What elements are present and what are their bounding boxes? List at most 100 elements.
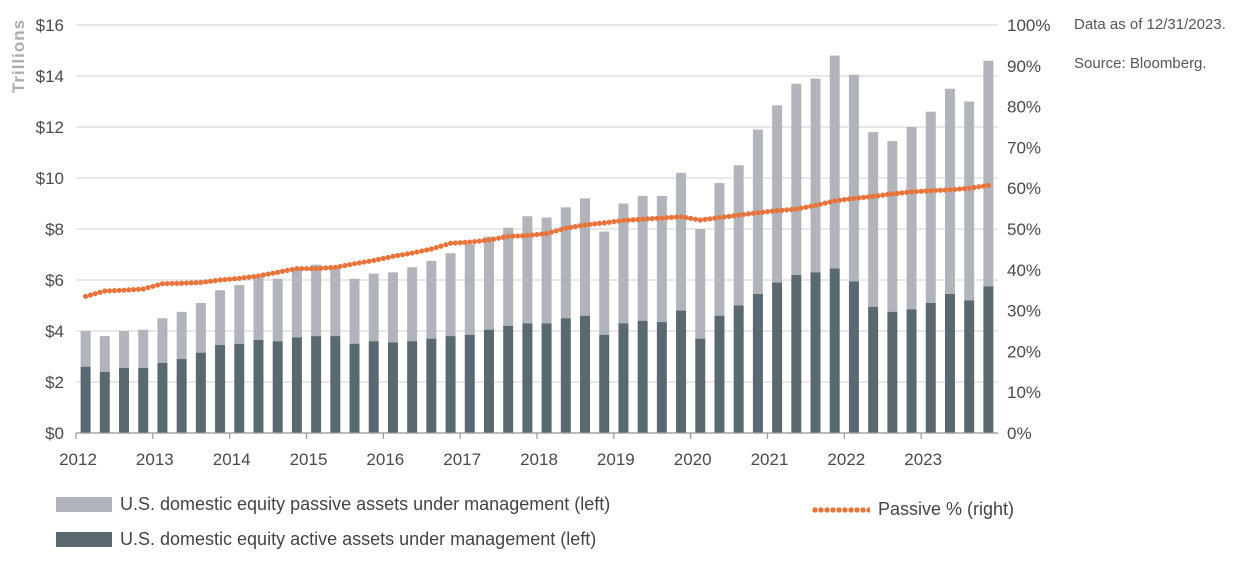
passive-pct-point xyxy=(126,287,132,293)
passive-pct-point xyxy=(318,265,324,271)
gridlines xyxy=(76,24,998,434)
active-bar xyxy=(234,343,245,433)
passive-pct-point xyxy=(289,266,295,273)
passive-pct-point xyxy=(798,205,804,211)
passive-pct-point xyxy=(486,237,492,243)
passive-pct-point xyxy=(913,188,919,195)
passive-pct-point xyxy=(217,277,223,283)
passive-pct-point xyxy=(212,278,218,284)
active-bar xyxy=(215,345,226,433)
passive-pct-point xyxy=(880,192,886,198)
y2-tick-label: 10% xyxy=(1007,383,1041,402)
passive-pct-point xyxy=(385,254,391,260)
y-tick-label: $14 xyxy=(36,67,64,86)
passive-bar xyxy=(349,278,360,344)
passive-pct-point xyxy=(164,280,170,287)
passive-pct-point xyxy=(956,186,963,192)
passive-pct-point xyxy=(980,183,987,189)
passive-pct-point xyxy=(207,278,214,284)
passive-pct-point xyxy=(342,262,348,269)
passive-pct-point xyxy=(366,258,372,264)
passive-pct-point xyxy=(193,280,199,286)
passive-pct-point xyxy=(203,279,209,285)
passive-pct-point xyxy=(832,198,838,204)
passive-pct-point xyxy=(294,265,300,272)
active-bar xyxy=(272,341,283,433)
passive-bar xyxy=(810,78,821,273)
passive-pct-point xyxy=(774,208,780,214)
passive-pct-point xyxy=(356,260,362,266)
passive-pct-point xyxy=(337,263,343,270)
active-bar xyxy=(810,272,821,433)
passive-pct-point xyxy=(726,213,732,219)
y2-tick-label: 20% xyxy=(1007,342,1041,361)
passive-pct-point xyxy=(836,197,843,203)
active-bar xyxy=(695,338,706,433)
x-tick-label: 2015 xyxy=(290,450,328,469)
y-axis-title: Trillions xyxy=(9,19,28,93)
passive-pct-point xyxy=(731,213,737,219)
passive-pct-point xyxy=(135,286,142,292)
y-tick-label: $8 xyxy=(45,220,64,239)
passive-pct-point xyxy=(107,288,113,294)
passive-pct-point xyxy=(894,190,900,197)
passive-pct-point xyxy=(884,191,891,198)
passive-bar xyxy=(637,195,648,321)
passive-pct-point xyxy=(375,256,382,262)
passive-pct-point xyxy=(236,275,242,281)
active-bar xyxy=(944,294,955,433)
y2-tick-label: 90% xyxy=(1007,57,1041,76)
active-bar xyxy=(330,336,341,433)
passive-swatch xyxy=(56,497,112,512)
passive-pct-point xyxy=(495,235,502,241)
y2-tick-label: 60% xyxy=(1007,179,1041,198)
passive-bar xyxy=(733,165,744,306)
passive-pct-point xyxy=(140,286,146,292)
passive-bar xyxy=(368,273,379,342)
active-bar xyxy=(618,323,629,433)
x-tick-label: 2014 xyxy=(213,450,251,469)
active-bar xyxy=(138,367,149,433)
passive-pct-point xyxy=(611,219,617,225)
active-bar xyxy=(522,323,533,433)
y-tick-label: $4 xyxy=(45,322,64,341)
passive-pct-point xyxy=(308,265,314,272)
passive-pct-point xyxy=(803,204,809,210)
passive-pct-point xyxy=(419,248,425,254)
passive-pct-point xyxy=(654,215,660,221)
passive-pct-point xyxy=(159,281,166,287)
active-bar xyxy=(311,336,322,433)
passive-bar xyxy=(676,172,687,311)
passive-pct-point xyxy=(299,265,305,272)
passive-pct-point xyxy=(971,184,977,191)
passive-pct-point xyxy=(668,214,675,220)
passive-pct-point xyxy=(942,187,948,193)
x-tick-label: 2017 xyxy=(443,450,481,469)
passive-pct-point xyxy=(846,196,852,202)
passive-pct-point xyxy=(351,261,358,267)
active-bar xyxy=(503,325,514,433)
passive-bar xyxy=(599,231,610,335)
passive-pct-point xyxy=(707,216,713,222)
active-bar xyxy=(387,342,398,433)
active-bar xyxy=(752,294,763,433)
passive-pct-point xyxy=(899,190,905,196)
y2-tick-label: 70% xyxy=(1007,138,1041,157)
passive-pct-point xyxy=(491,236,497,242)
passive-bar xyxy=(445,253,456,337)
passive-pct-point xyxy=(630,217,636,223)
passive-pct-point xyxy=(265,271,271,277)
passive-pct-point xyxy=(83,293,89,299)
y2-tick-label: 0% xyxy=(1007,424,1032,443)
active-bar xyxy=(925,302,936,433)
passive-bar xyxy=(311,264,322,337)
data-as-of-note: Data as of 12/31/2023. xyxy=(1074,16,1226,33)
passive-pct-point xyxy=(716,214,723,221)
passive-pct-point xyxy=(736,212,742,218)
passive-pct-point xyxy=(279,268,286,274)
passive-pct-point xyxy=(577,223,583,229)
active-bar xyxy=(848,281,859,433)
passive-pct-point xyxy=(928,188,934,194)
legend-item-passive: U.S. domestic equity passive assets unde… xyxy=(56,494,610,515)
passive-bar xyxy=(983,60,994,287)
